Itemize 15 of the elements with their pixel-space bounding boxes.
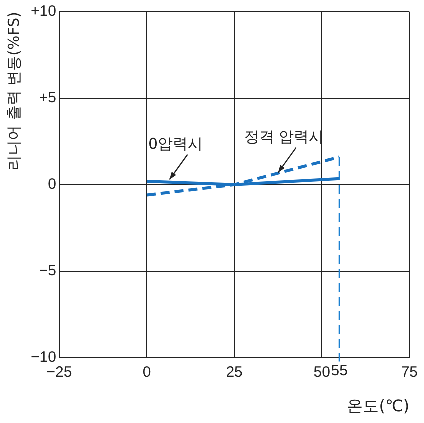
annotation: 정격 압력시 <box>244 128 324 146</box>
x-tick-label: 75 <box>401 364 418 381</box>
annotation: 0압력시 <box>148 135 204 154</box>
y-tick-label: +5 <box>39 90 56 107</box>
y-axis-title: 리니어 출력 변동(%FS) <box>4 12 23 170</box>
ref-line-label: 55 <box>331 362 348 380</box>
y-tick-label: +10 <box>30 3 56 20</box>
x-tick-label: −25 <box>46 364 72 381</box>
y-tick-label: −5 <box>39 262 56 280</box>
y-tick-label: 0 <box>48 176 56 194</box>
x-tick-label: 25 <box>226 364 243 381</box>
x-tick-label: 50 <box>314 364 330 381</box>
y-tick-label: −10 <box>30 348 56 366</box>
x-axis-title: 온도(℃) <box>347 396 410 416</box>
x-tick-label: 0 <box>142 364 152 381</box>
